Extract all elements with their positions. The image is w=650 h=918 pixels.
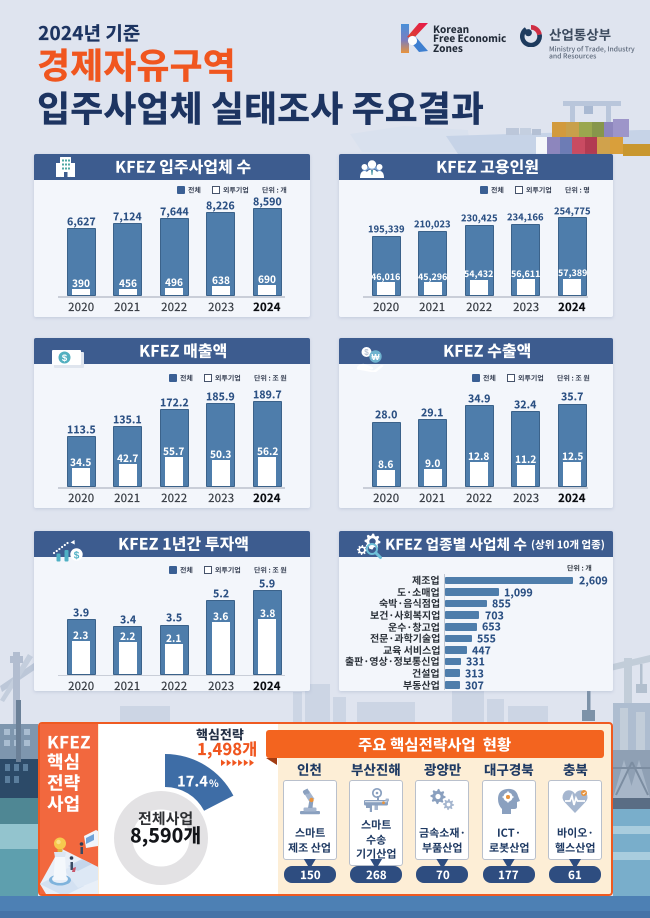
svg-text:$: $ xyxy=(364,348,369,357)
svg-text:$: $ xyxy=(62,353,68,364)
svg-text:₩: ₩ xyxy=(371,352,380,362)
svg-text:$: $ xyxy=(74,550,80,561)
